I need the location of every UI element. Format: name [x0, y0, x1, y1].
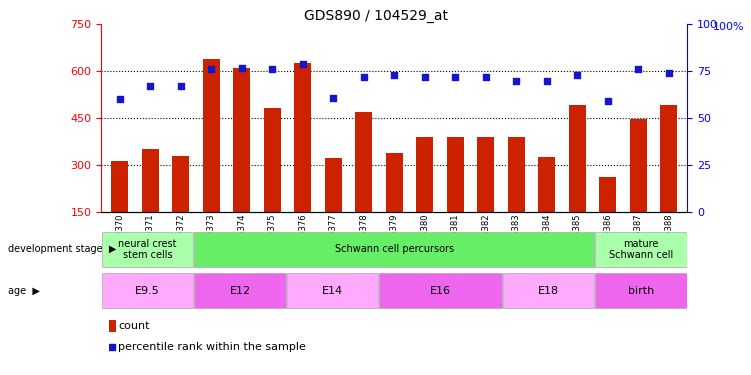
Text: E14: E14 [322, 286, 343, 296]
Bar [569, 105, 586, 212]
Point [572, 72, 584, 78]
Bar [294, 63, 311, 212]
Bar [386, 153, 403, 212]
Bar [234, 68, 250, 212]
Bar [102, 232, 193, 267]
Bar [325, 158, 342, 212]
Bar [203, 59, 219, 212]
Bar [379, 273, 502, 308]
Bar [264, 108, 281, 212]
Text: E9.5: E9.5 [135, 286, 160, 296]
Text: age  ▶: age ▶ [8, 286, 39, 296]
Bar [102, 273, 193, 308]
Bar [416, 137, 433, 212]
Bar [538, 157, 555, 212]
Point [388, 72, 400, 78]
Point [663, 70, 675, 76]
Bar [660, 105, 677, 212]
Y-axis label: 100%: 100% [713, 22, 744, 33]
Text: E16: E16 [430, 286, 451, 296]
Text: mature
Schwann cell: mature Schwann cell [609, 238, 673, 260]
Text: percentile rank within the sample: percentile rank within the sample [119, 342, 306, 352]
Point [113, 96, 125, 102]
Bar [508, 137, 525, 212]
Point [480, 74, 492, 80]
Bar [109, 320, 116, 332]
Bar [142, 149, 158, 212]
Bar [172, 156, 189, 212]
Bar [503, 273, 594, 308]
Text: E12: E12 [230, 286, 251, 296]
Text: E18: E18 [538, 286, 559, 296]
Bar [630, 119, 647, 212]
Text: Schwann cell percursors: Schwann cell percursors [335, 244, 454, 254]
Point [419, 74, 431, 80]
Point [175, 83, 187, 89]
Text: development stage  ▶: development stage ▶ [8, 244, 116, 254]
Text: neural crest
stem cells: neural crest stem cells [119, 238, 177, 260]
Point [297, 61, 309, 67]
Bar [355, 112, 372, 212]
Point [107, 344, 119, 350]
Bar [596, 273, 686, 308]
Point [541, 78, 553, 84]
Text: GDS890 / 104529_at: GDS890 / 104529_at [303, 9, 448, 23]
Text: count: count [119, 321, 149, 331]
Point [327, 94, 339, 100]
Point [511, 78, 523, 84]
Bar [596, 232, 686, 267]
Point [632, 66, 644, 72]
Bar [195, 273, 285, 308]
Point [602, 98, 614, 104]
Point [236, 64, 248, 70]
Bar [599, 177, 617, 212]
Bar [111, 161, 128, 212]
Point [357, 74, 369, 80]
Bar [478, 137, 494, 212]
Point [144, 83, 156, 89]
Point [449, 74, 461, 80]
Point [267, 66, 279, 72]
Bar [195, 232, 594, 267]
Bar [447, 137, 463, 212]
Text: birth: birth [628, 286, 654, 296]
Point [205, 66, 217, 72]
Bar [287, 273, 379, 308]
